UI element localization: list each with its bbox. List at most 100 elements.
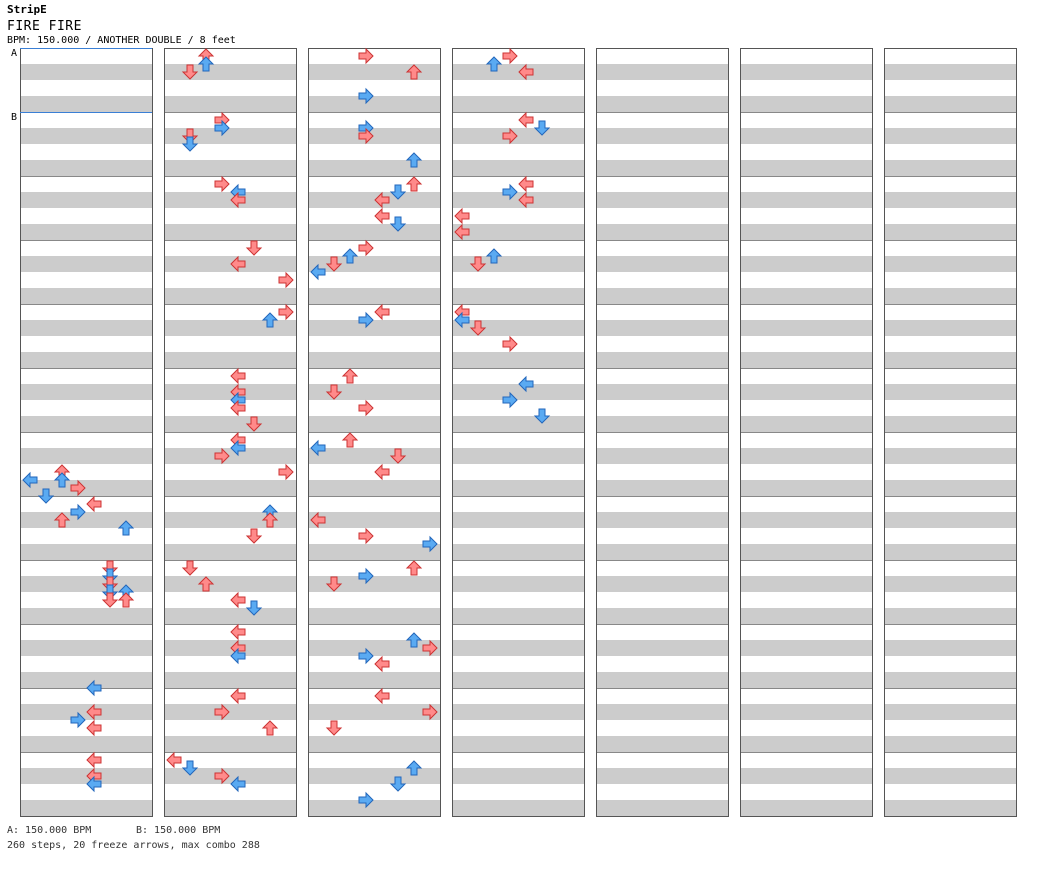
step-arrow: [181, 560, 199, 576]
step-arrow: [518, 375, 534, 393]
stripe-band: [164, 640, 296, 656]
stripe-band: [20, 576, 152, 592]
marker-b: B: [11, 112, 18, 123]
step-arrow: [325, 576, 343, 592]
stripe-band: [308, 768, 440, 784]
stripe-band: [740, 224, 872, 240]
stripe-band: [308, 800, 440, 816]
stripe-band: [308, 128, 440, 144]
step-arrow: [358, 399, 374, 417]
stripe-band: [452, 352, 584, 368]
stripe-band: [164, 736, 296, 752]
step-arrow: [358, 127, 374, 145]
stripe-band: [740, 192, 872, 208]
step-arrow: [485, 248, 503, 264]
stripe-band: [20, 384, 152, 400]
step-arrow: [278, 303, 294, 321]
stripe-band: [164, 416, 296, 432]
stripe-band: [452, 256, 584, 272]
step-arrow: [230, 399, 246, 417]
step-arrow: [230, 687, 246, 705]
chart-info: BPM: 150.000 / ANOTHER DOUBLE / 8 feet: [7, 35, 236, 46]
stripe-band: [164, 800, 296, 816]
artist-name: StripE: [7, 3, 47, 16]
step-arrow: [374, 463, 390, 481]
step-arrow: [374, 207, 390, 225]
stripe-band: [740, 352, 872, 368]
stripe-band: [884, 64, 1016, 80]
stripe-band: [164, 768, 296, 784]
stripe-band: [452, 224, 584, 240]
step-arrow: [86, 495, 102, 513]
stripe-band: [884, 160, 1016, 176]
step-arrow: [278, 271, 294, 289]
stripe-band: [884, 672, 1016, 688]
stripe-band: [308, 608, 440, 624]
stripe-band: [740, 512, 872, 528]
stripe-band: [20, 512, 152, 528]
stripe-band: [596, 256, 728, 272]
stripe-band: [452, 576, 584, 592]
stripe-band: [884, 800, 1016, 816]
stripe-band: [884, 288, 1016, 304]
stripe-band: [164, 64, 296, 80]
step-arrow: [358, 47, 374, 65]
step-arrow: [469, 320, 487, 336]
step-arrow: [405, 152, 423, 168]
stripe-band: [596, 704, 728, 720]
step-arrow: [86, 679, 102, 697]
stripe-band: [740, 704, 872, 720]
stripe-band: [308, 96, 440, 112]
stripe-band: [20, 768, 152, 784]
stripe-band: [308, 672, 440, 688]
stripe-band: [452, 640, 584, 656]
step-arrow: [230, 367, 246, 385]
stripe-band: [596, 224, 728, 240]
stripe-band: [884, 96, 1016, 112]
step-arrow: [518, 191, 534, 209]
step-arrow: [485, 56, 503, 72]
stripe-band: [596, 352, 728, 368]
stripe-band: [884, 544, 1016, 560]
stripe-band: [20, 96, 152, 112]
stripe-band: [20, 448, 152, 464]
stripe-band: [164, 128, 296, 144]
stripe-band: [884, 704, 1016, 720]
step-arrow: [214, 175, 230, 193]
stripe-band: [452, 384, 584, 400]
stripe-band: [452, 544, 584, 560]
stripe-band: [20, 160, 152, 176]
stripe-band: [164, 160, 296, 176]
step-arrow: [389, 216, 407, 232]
step-arrow: [214, 767, 230, 785]
stripe-band: [452, 512, 584, 528]
stripe-band: [596, 128, 728, 144]
stripe-band: [740, 736, 872, 752]
stripe-band: [308, 736, 440, 752]
stripe-band: [884, 512, 1016, 528]
step-arrow: [70, 479, 86, 497]
step-arrow: [86, 775, 102, 793]
stripe-band: [164, 480, 296, 496]
stripe-band: [20, 288, 152, 304]
step-arrow: [454, 207, 470, 225]
step-arrow: [502, 127, 518, 145]
stripe-band: [308, 192, 440, 208]
stripe-band: [884, 224, 1016, 240]
stripe-band: [452, 480, 584, 496]
step-arrow: [101, 592, 119, 608]
step-arrow: [70, 711, 86, 729]
stripe-band: [20, 416, 152, 432]
stripe-band: [308, 256, 440, 272]
stripe-band: [740, 576, 872, 592]
step-arrow: [454, 311, 470, 329]
step-arrow: [230, 255, 246, 273]
step-arrow: [197, 576, 215, 592]
stripe-band: [884, 576, 1016, 592]
stripe-band: [596, 320, 728, 336]
step-arrow: [469, 256, 487, 272]
stripe-band: [740, 128, 872, 144]
step-arrow: [454, 223, 470, 241]
stripe-band: [20, 608, 152, 624]
